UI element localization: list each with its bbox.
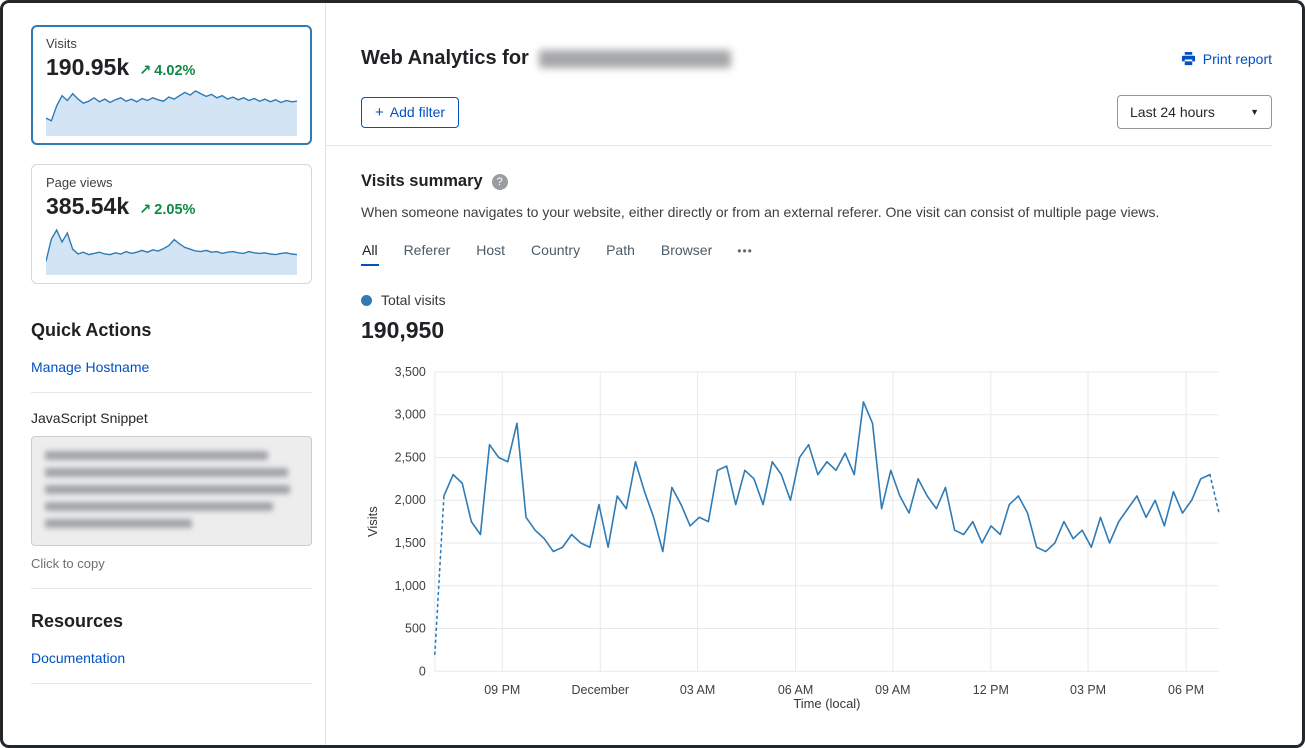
visits-chart-svg: 0 500 1,000 1,500 2,000 2,500 3,000 3,500 09 PM D… [365,365,1220,711]
visits-card-delta: ↗ 4.02% [139,63,196,79]
redacted-domain [538,49,731,68]
tab-path[interactable]: Path [605,242,636,266]
manage-hostname-link[interactable]: Manage Hostname [31,359,150,375]
svg-text:03 PM: 03 PM [1070,683,1106,697]
javascript-snippet-box[interactable] [31,436,312,546]
visits-summary-title: Visits summary [361,172,483,190]
pageviews-card-delta: ↗ 2.05% [139,202,196,218]
plus-icon: + [375,103,384,121]
svg-text:09 PM: 09 PM [484,683,520,697]
pageviews-card-value: 385.54k [46,193,130,219]
resources-title: Resources [31,611,124,631]
svg-text:2,000: 2,000 [395,493,426,507]
svg-text:06 PM: 06 PM [1168,683,1204,697]
pageviews-sparkline-chart [46,228,297,275]
svg-text:3,000: 3,000 [395,408,426,422]
divider [31,683,312,684]
time-range-dropdown[interactable]: Last 24 hours ▼ [1117,95,1272,129]
chart-legend: Total visits [361,292,1272,308]
legend-dot-icon [361,294,372,306]
svg-text:03 AM: 03 AM [680,683,715,697]
print-icon [1181,51,1196,66]
svg-text:1,500: 1,500 [395,536,426,550]
redacted-code-line [45,502,273,511]
time-range-value: Last 24 hours [1130,104,1215,120]
visits-metric-card[interactable]: Visits 190.95k ↗ 4.02% [31,25,312,145]
trend-up-icon: ↗ [139,202,152,218]
documentation-link[interactable]: Documentation [31,650,126,666]
visits-summary-section: Visits summary ? When someone navigates … [361,172,1272,715]
page-title: Web Analytics for [361,47,731,70]
svg-text:2,500: 2,500 [395,450,426,464]
tab-host[interactable]: Host [475,242,506,266]
visits-summary-description: When someone navigates to your website, … [361,204,1160,220]
redacted-code-line [45,519,192,528]
svg-text:December: December [572,683,630,697]
help-icon[interactable]: ? [491,173,508,190]
summary-tabs: All Referer Host Country Path Browser [361,242,713,266]
visits-sparkline-chart [46,90,297,136]
visits-card-value: 190.95k [46,54,130,80]
svg-text:0: 0 [419,664,426,678]
svg-text:06 AM: 06 AM [778,683,813,697]
more-tabs-button[interactable]: ••• [737,244,753,266]
trend-up-icon: ↗ [139,63,152,79]
javascript-snippet-label: JavaScript Snippet [31,410,148,426]
svg-text:12 PM: 12 PM [973,683,1009,697]
tab-all[interactable]: All [361,242,379,266]
divider [31,588,312,589]
svg-text:1,000: 1,000 [395,579,426,593]
pageviews-card-label: Page views [46,175,113,190]
svg-text:500: 500 [405,622,426,636]
add-filter-button[interactable]: + Add filter [361,96,460,128]
tab-browser[interactable]: Browser [660,242,713,266]
click-to-copy-hint: Click to copy [31,556,105,571]
visits-card-label: Visits [46,36,77,51]
redacted-code-line [45,468,288,477]
legend-label: Total visits [381,292,446,308]
pageviews-metric-card[interactable]: Page views 385.54k ↗ 2.05% [31,164,312,284]
tab-referer[interactable]: Referer [403,242,452,266]
svg-text:Visits: Visits [365,506,380,537]
total-visits-value: 190,950 [361,317,445,343]
redacted-code-line [45,451,268,460]
sidebar: Visits 190.95k ↗ 4.02% Page views 385.54… [3,3,326,745]
svg-text:3,500: 3,500 [395,365,426,379]
tab-country[interactable]: Country [530,242,581,266]
quick-actions-title: Quick Actions [31,320,152,340]
print-report-link[interactable]: Print report [1181,51,1272,67]
divider [326,145,1272,146]
chevron-down-icon: ▼ [1250,107,1259,117]
main-content: Web Analytics for Print report + Add fil… [326,3,1302,745]
svg-text:Time (local): Time (local) [793,696,860,711]
svg-text:09 AM: 09 AM [875,683,910,697]
divider [31,392,312,393]
redacted-code-line [45,485,291,494]
